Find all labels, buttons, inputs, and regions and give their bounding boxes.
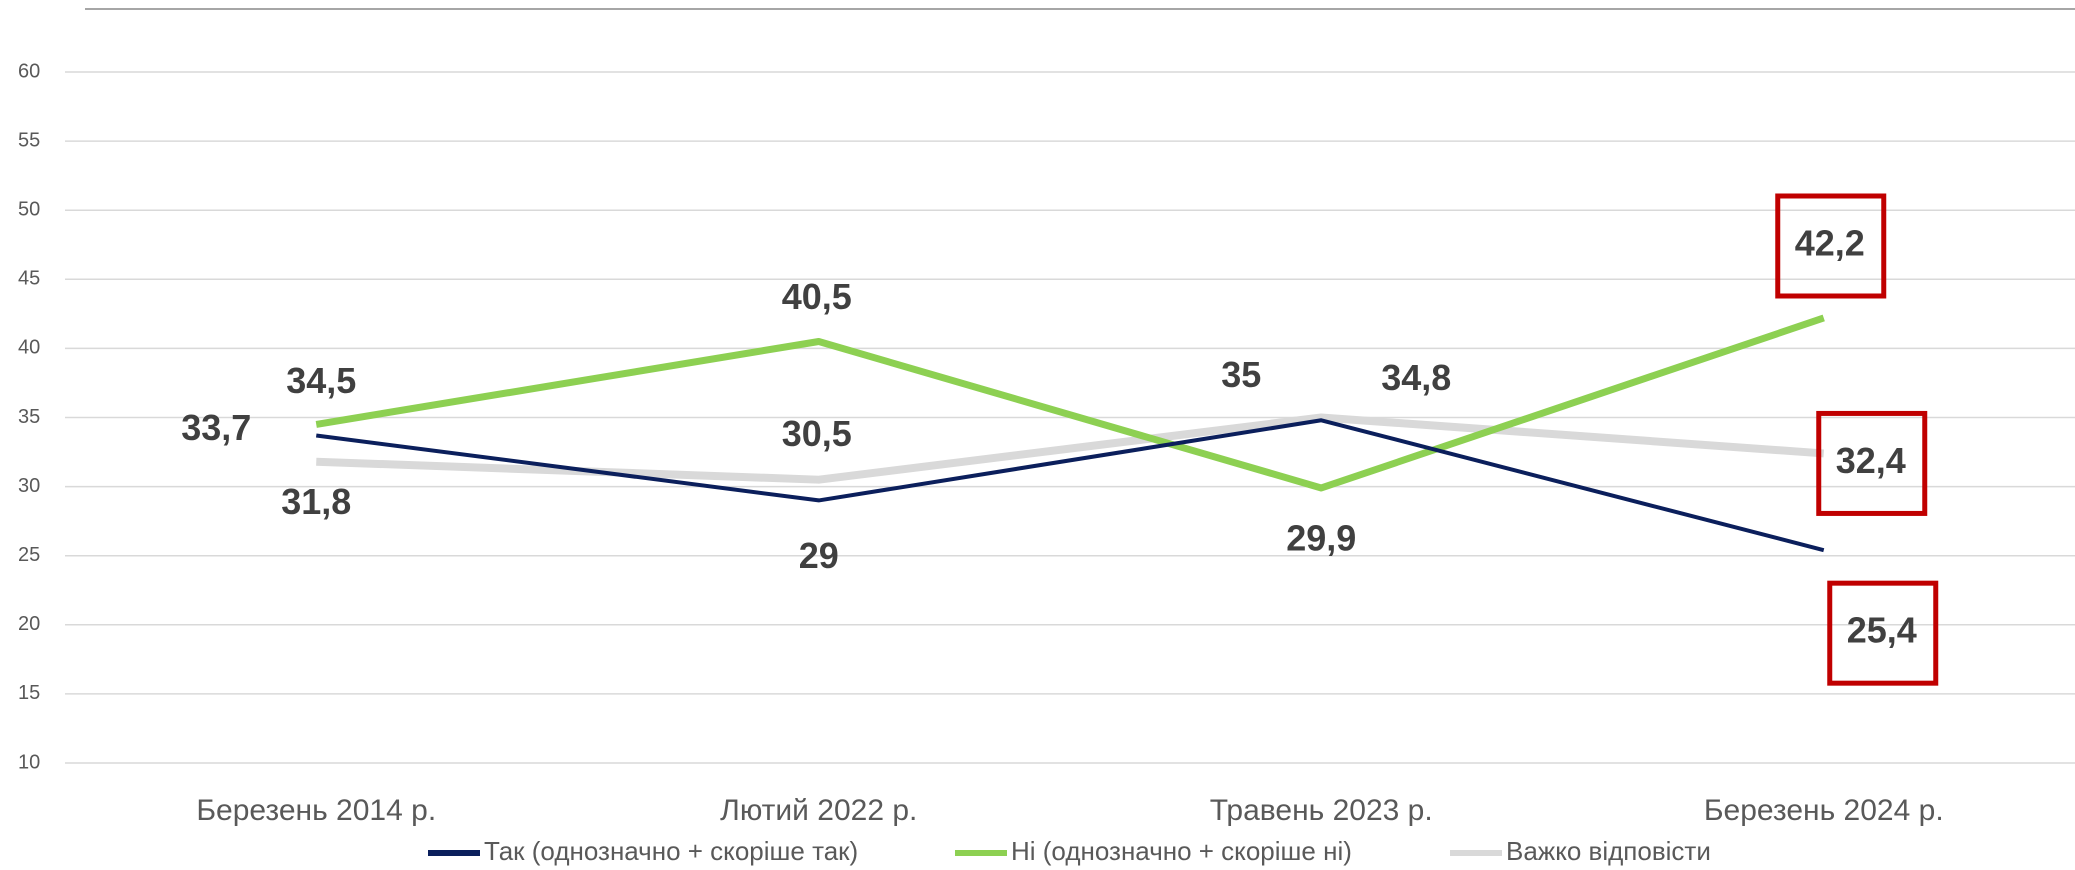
- data-label: 32,4: [1836, 440, 1906, 481]
- data-label: 30,5: [782, 413, 852, 454]
- x-tick-label: Лютий 2022 р.: [720, 794, 917, 827]
- y-tick-label: 25: [18, 544, 40, 566]
- data-label: 31,8: [281, 481, 351, 522]
- highlight-box: [1775, 193, 1887, 299]
- data-label: 42,2: [1795, 223, 1865, 264]
- y-tick-label: 10: [18, 751, 40, 773]
- data-label: 25,4: [1847, 610, 1917, 651]
- data-label: 35: [1221, 354, 1261, 395]
- series-line: [315, 314, 1825, 492]
- y-tick-label: 45: [18, 268, 40, 290]
- data-label: 33,7: [181, 407, 251, 448]
- data-label: 29,9: [1286, 517, 1356, 558]
- legend-label: Так (однозначно + скоріше так): [484, 836, 858, 866]
- y-tick-label: 60: [18, 60, 40, 82]
- x-tick-label: Березень 2024 р.: [1704, 794, 1944, 827]
- y-tick-label: 20: [18, 613, 40, 635]
- highlight-box: [1816, 410, 1928, 516]
- y-tick-label: 35: [18, 406, 40, 428]
- y-tick-label: 40: [18, 337, 40, 359]
- legend-label: Важко відповісти: [1506, 836, 1711, 866]
- y-tick-label: 55: [18, 129, 40, 151]
- data-label: 34,5: [286, 360, 356, 401]
- y-tick-label: 50: [18, 198, 40, 220]
- data-label: 34,8: [1381, 357, 1451, 398]
- legend-label: Ні (однозначно + скоріше ні): [1011, 836, 1352, 866]
- x-tick-label: Травень 2023 р.: [1210, 794, 1433, 827]
- x-tick-label: Березень 2014 р.: [196, 794, 436, 827]
- data-label: 29: [799, 535, 839, 576]
- series-line: [316, 413, 1825, 484]
- y-tick-label: 30: [18, 475, 40, 497]
- y-tick-label: 15: [18, 682, 40, 704]
- highlight-box: [1827, 580, 1939, 686]
- series-line: [315, 418, 1825, 553]
- data-label: 40,5: [782, 276, 852, 317]
